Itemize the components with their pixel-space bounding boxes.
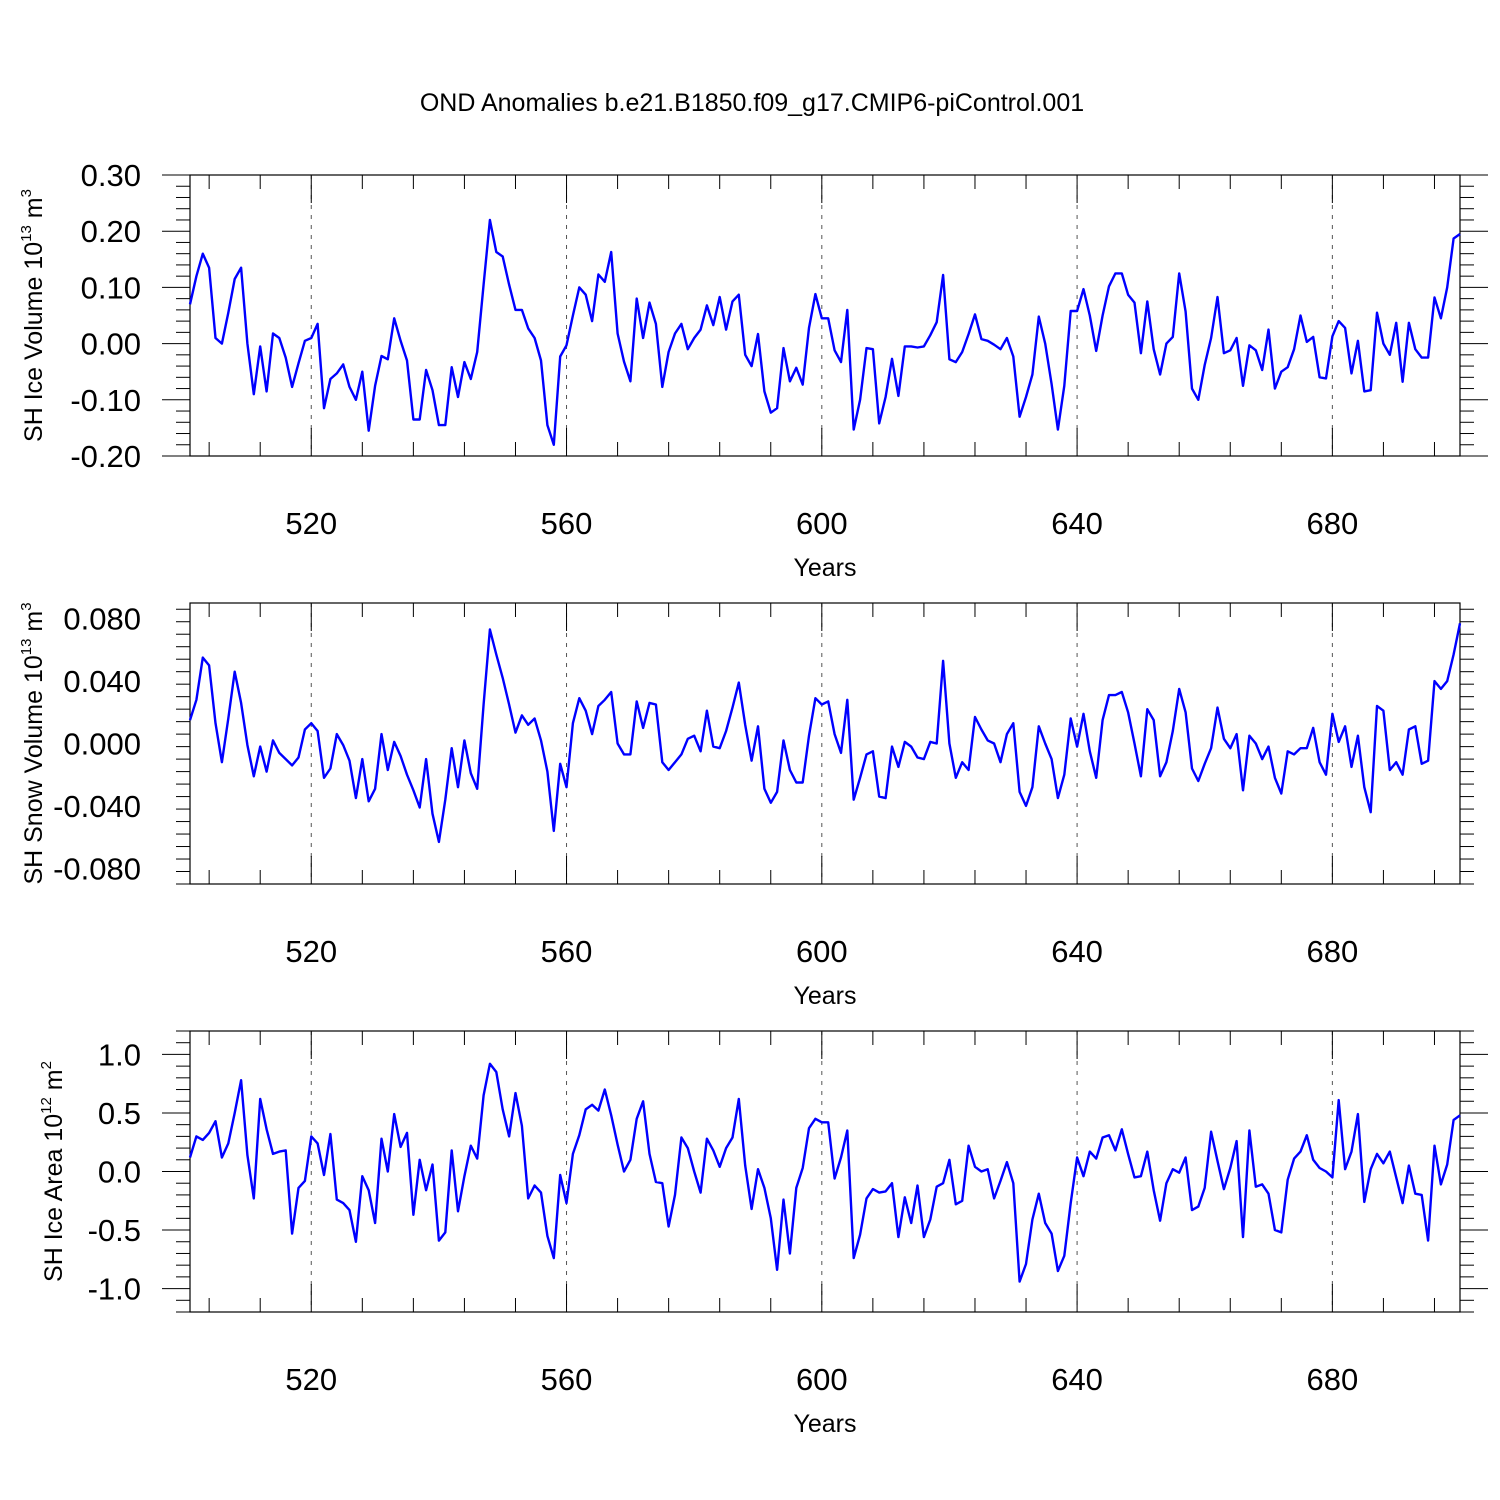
y-tick-label: 0.0 — [98, 1155, 141, 1190]
series-line — [188, 623, 1462, 844]
y-tick-label: -0.080 — [53, 851, 141, 886]
y-tick-label: 0.5 — [98, 1096, 141, 1131]
x-tick-label: 600 — [796, 1362, 848, 1397]
y-tick-label: 0.00 — [81, 327, 141, 362]
figure-title: OND Anomalies b.e21.B1850.f09_g17.CMIP6-… — [420, 89, 1084, 117]
x-tick-label: 680 — [1306, 506, 1358, 541]
y-tick-label: -0.20 — [70, 439, 141, 474]
x-tick-label: 600 — [796, 506, 848, 541]
y-tick-label: -1.0 — [88, 1272, 141, 1307]
x-tick-label: 680 — [1306, 1362, 1358, 1397]
x-tick-label: 520 — [285, 934, 337, 969]
y-tick-label: 0.10 — [81, 270, 141, 305]
series-line — [188, 218, 1461, 446]
x-tick-label: 680 — [1306, 934, 1358, 969]
x-axis-label: Years — [793, 554, 856, 582]
y-tick-label: -0.10 — [70, 383, 141, 418]
y-axis-label: SH Ice Volume 1013 m3 — [18, 189, 48, 442]
y-tick-label: 0.040 — [63, 664, 141, 699]
x-axis-label: Years — [793, 1410, 856, 1438]
panel-1: 0.30 0.20 0.10 0.00 -0.10 -0.20 520 560 600 640 68… — [18, 158, 1488, 582]
x-tick-label: 520 — [285, 506, 337, 541]
x-tick-label: 640 — [1051, 506, 1103, 541]
x-tick-label: 560 — [541, 506, 593, 541]
y-tick-label: 0.080 — [63, 602, 141, 637]
y-tick-label: 0.20 — [81, 214, 141, 249]
y-tick-label: 0.30 — [81, 158, 141, 193]
series-line — [188, 1062, 1461, 1283]
y-axis-label: SH Ice Area 1012 m2 — [38, 1061, 68, 1282]
plot-frame — [189, 174, 1461, 457]
x-tick-label: 560 — [541, 1362, 593, 1397]
y-tick-label: -0.040 — [53, 789, 141, 824]
y-tick-label: 0.000 — [63, 727, 141, 762]
x-tick-label: 640 — [1051, 1362, 1103, 1397]
panel-3: 1.0 0.5 0.0 -0.5 -1.0 520 560 600 640 680 Years SH … — [38, 1030, 1488, 1438]
x-axis-label: Years — [793, 982, 856, 1010]
x-tick-label: 520 — [285, 1362, 337, 1397]
plot-frame — [189, 1030, 1461, 1313]
panel-2: 0.080 0.040 0.000 -0.040 -0.080 520 560 600 640 6… — [18, 602, 1474, 1010]
y-tick-label: 1.0 — [98, 1037, 141, 1072]
x-tick-label: 600 — [796, 934, 848, 969]
y-tick-label: -0.5 — [88, 1213, 141, 1248]
x-tick-label: 640 — [1051, 934, 1103, 969]
y-axis-label: SH Snow Volume 1013 m3 — [18, 602, 48, 884]
plot-frame — [189, 602, 1461, 885]
x-tick-label: 560 — [541, 934, 593, 969]
